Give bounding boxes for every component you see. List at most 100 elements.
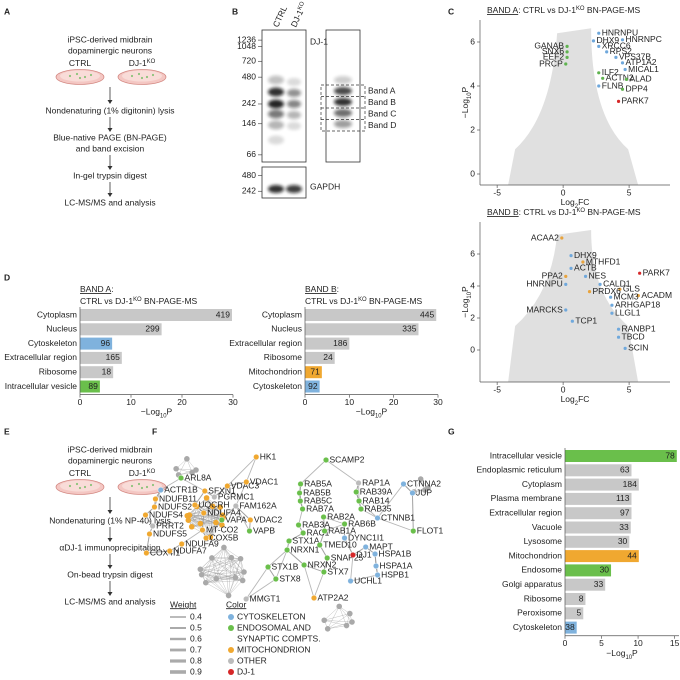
cell <box>75 482 79 486</box>
blot-band <box>287 89 301 97</box>
edge <box>206 497 211 538</box>
cluster-node <box>202 579 209 586</box>
node <box>410 528 417 535</box>
node <box>297 498 304 505</box>
y-axis-label-part: −Log <box>460 298 470 317</box>
dish-label-part: CTRL <box>69 58 91 68</box>
plot-title-part: : CTRL vs DJ-1 <box>519 207 577 217</box>
node-label: NDUFS2 <box>158 501 192 511</box>
y-tick-label: 2 <box>470 312 475 322</box>
chart-title-part: BAND A <box>80 284 112 294</box>
panel-label: G <box>448 426 455 436</box>
node-label: VDAC3 <box>231 480 260 490</box>
cell <box>130 74 134 78</box>
dish-inner <box>122 70 162 82</box>
cell <box>145 75 149 79</box>
edge <box>235 505 251 521</box>
x-axis-label-part: −Log <box>356 407 375 417</box>
blot-band <box>334 109 352 117</box>
edge <box>160 477 182 491</box>
step-text: Blue-native PAGE (BN-PAGE) <box>53 132 167 142</box>
edge <box>327 613 350 630</box>
edge <box>200 569 217 580</box>
lane-label-part: DJ-1 <box>289 8 306 29</box>
gene-point <box>620 38 625 42</box>
arrow-head <box>107 510 113 514</box>
count-label: 71 <box>310 366 320 376</box>
node <box>178 475 185 482</box>
x-axis-label-part: Log <box>561 197 575 207</box>
color-label: ENDOSOMAL AND <box>237 622 311 632</box>
node-label: RAB5B <box>303 487 331 497</box>
plot-title-part: KO <box>576 6 585 12</box>
mw-label: 480 <box>242 170 256 180</box>
dish-label-part: CTRL <box>69 468 91 478</box>
edge <box>235 505 250 532</box>
category-label: Extracellular region <box>489 507 562 517</box>
bar <box>565 450 677 462</box>
node-label: NRXN1 <box>291 544 320 554</box>
x-tick-label: 0 <box>561 187 566 197</box>
node-label: MT-CO2 <box>206 524 238 534</box>
blot-band <box>268 185 284 193</box>
node <box>321 528 328 535</box>
dish-label: DJ-1KO <box>129 468 156 478</box>
edge <box>180 477 206 492</box>
cluster-node <box>213 519 219 526</box>
bar <box>305 366 322 379</box>
weight-label: 0.8 <box>190 655 202 665</box>
blot-band <box>268 87 284 97</box>
gene-label: MARCKS <box>526 304 563 314</box>
edge <box>324 619 347 626</box>
category-label: Peroxisome <box>517 608 562 618</box>
gene-label: XRCC6 <box>602 41 631 51</box>
node <box>286 538 293 545</box>
count-label: 445 <box>420 309 434 319</box>
plot-title: BAND A: CTRL vs DJ-1KO BN-PAGE-MS <box>487 5 640 15</box>
legend-title: Color <box>226 599 246 609</box>
gene-label: PPA2 <box>542 271 563 281</box>
node-label: RAB14 <box>363 495 390 505</box>
dish-inner <box>60 70 100 82</box>
node <box>349 552 356 559</box>
lane-label-part: CTRL <box>271 4 290 29</box>
y-axis-label-part: −Log <box>460 99 470 118</box>
gene-label: RPS2 <box>610 46 632 56</box>
gene-label: MICAL1 <box>628 64 659 74</box>
cluster-node <box>209 503 216 510</box>
x-tick-label: 5 <box>627 384 632 394</box>
node-label: HSPA1B <box>379 548 412 558</box>
count-label: 24 <box>323 352 333 362</box>
node-label: VDAC2 <box>254 514 283 524</box>
x-tick-label: 10 <box>126 397 136 407</box>
node-label: RAC1 <box>307 527 330 537</box>
lane-label: DJ-1KO <box>289 0 309 29</box>
blot-band <box>287 111 301 119</box>
color-swatch <box>228 669 234 675</box>
blot-band <box>268 99 284 109</box>
node <box>301 562 308 569</box>
y-axis-label-part: P <box>460 86 470 92</box>
chart-title: CTRL vs DJ-1KO BN-PAGE-MS <box>305 296 423 306</box>
node <box>296 490 303 497</box>
node-label: UQCRH <box>198 499 229 509</box>
gene-label: DHX9 <box>596 35 619 45</box>
node <box>143 550 150 557</box>
gene-label: GANAB <box>534 41 564 51</box>
node-label: PRRT2 <box>156 520 184 530</box>
gene-label: NES <box>589 271 607 281</box>
category-label: Cytoplasm <box>262 309 302 319</box>
category-label: Ribosome <box>39 366 78 376</box>
x-axis-label-part: 10 <box>160 413 167 419</box>
gene-point <box>560 236 564 240</box>
plot-title: BAND B: CTRL vs DJ-1KO BN-PAGE-MS <box>487 207 641 217</box>
edge <box>227 481 247 487</box>
cluster-node <box>219 522 225 528</box>
gene-label: ARHGAP18 <box>615 299 661 309</box>
node-label: TMED10 <box>323 539 357 549</box>
node <box>323 457 330 464</box>
x-tick-label: 0 <box>561 384 566 394</box>
gene-point <box>597 84 601 88</box>
chart-title: BAND A: <box>80 284 114 294</box>
